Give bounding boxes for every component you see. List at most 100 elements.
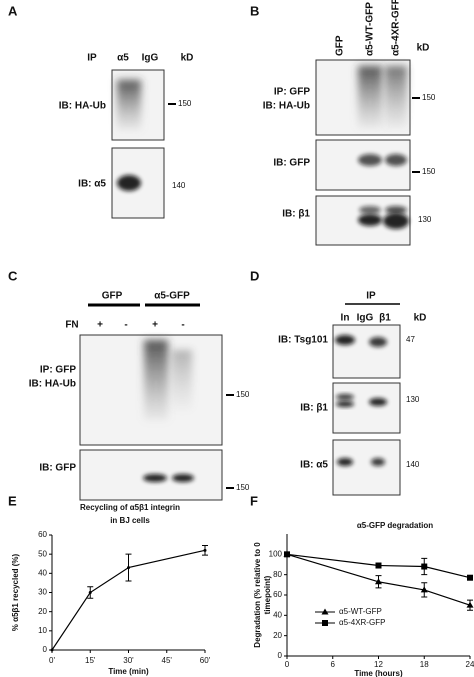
sign: + — [97, 320, 103, 331]
series-line — [286, 553, 471, 606]
panel-letter: C — [8, 268, 18, 283]
column-header: IgG — [142, 53, 159, 64]
marker-label: 150 — [236, 483, 250, 492]
band — [383, 213, 409, 229]
band — [172, 474, 194, 482]
band — [335, 335, 355, 345]
row-label: IB: GFP — [273, 158, 310, 169]
smear — [172, 350, 192, 410]
x-tick-label: 0 — [285, 660, 290, 669]
marker — [466, 601, 474, 608]
row-label: IB: GFP — [39, 463, 76, 474]
sign: - — [181, 320, 184, 331]
column-header: IP — [87, 53, 97, 64]
chart-title: in BJ cells — [110, 516, 150, 525]
x-tick-label: 45' — [162, 656, 173, 665]
y-axis-label: Degradation (% relative to 0 — [253, 542, 262, 648]
panel-letter: D — [250, 268, 259, 283]
lane-label: α5-WT-GFP — [365, 2, 376, 56]
y-tick-label: 80 — [273, 570, 282, 579]
y-tick-label: 20 — [273, 631, 282, 640]
series-line — [51, 549, 206, 651]
smear — [144, 340, 168, 420]
marker — [321, 608, 329, 615]
chart-title: α5-GFP degradation — [357, 521, 433, 530]
y-tick-label: 10 — [38, 626, 47, 635]
y-tick-label: 20 — [38, 607, 47, 616]
row-label: IP: GFP — [40, 365, 76, 376]
marker — [467, 574, 473, 581]
chart-title: Recycling of α5β1 integrin — [80, 503, 180, 512]
y-tick-label: 60 — [38, 530, 47, 539]
band — [143, 474, 167, 482]
column-header: kD — [181, 53, 194, 64]
band — [385, 206, 407, 214]
sign: + — [152, 320, 158, 331]
marker — [50, 648, 54, 652]
marker — [127, 566, 130, 570]
column-header: α5 — [117, 53, 129, 64]
marker — [322, 620, 328, 626]
x-tick-label: 0' — [49, 656, 55, 665]
marker-label: 150 — [236, 390, 250, 399]
panel-letter: B — [250, 3, 259, 18]
y-tick-label: 30 — [38, 588, 47, 597]
marker-label: 130 — [406, 395, 420, 404]
x-tick-label: 18 — [420, 660, 429, 669]
blot — [332, 324, 401, 379]
marker-label: 140 — [172, 181, 186, 190]
y-tick-label: 40 — [38, 568, 47, 577]
panel-letter: A — [8, 3, 18, 18]
marker-label: 150 — [422, 93, 436, 102]
band — [117, 175, 141, 191]
x-tick-label: 12 — [374, 660, 383, 669]
marker — [88, 591, 92, 594]
y-tick-label: 40 — [273, 610, 282, 619]
x-tick-label: 24 — [466, 660, 474, 669]
y-tick-label: 50 — [38, 549, 47, 558]
panel-letter: F — [250, 493, 258, 508]
x-tick-label: 6 — [331, 660, 336, 669]
band — [359, 206, 381, 214]
marker-label: 150 — [178, 99, 192, 108]
marker — [203, 548, 207, 552]
marker-label: 140 — [406, 460, 420, 469]
marker — [421, 563, 428, 570]
row-label: IB: β1 — [300, 403, 328, 414]
lane-label: β1 — [379, 313, 391, 324]
marker-label: 130 — [418, 215, 432, 224]
panel-letter: E — [8, 493, 17, 508]
unit-label: kD — [417, 43, 430, 54]
y-axis-label: timepoint) — [263, 575, 272, 614]
band — [358, 154, 382, 166]
row-label: IB: α5 — [78, 179, 106, 190]
band — [336, 394, 354, 400]
band — [358, 214, 382, 226]
blot — [332, 382, 401, 434]
row-label: IB: HA-Ub — [59, 101, 106, 112]
x-axis-label: Time (hours) — [354, 669, 403, 677]
sign: - — [124, 320, 127, 331]
y-tick-label: 0 — [278, 651, 283, 660]
unit-label: kD — [414, 313, 427, 324]
marker — [375, 578, 382, 585]
x-axis-label: Time (min) — [108, 667, 149, 676]
row-label: IB: β1 — [282, 209, 310, 220]
band — [337, 458, 353, 466]
x-tick-label: 15' — [85, 656, 96, 665]
legend-label: α5-WT-GFP — [339, 607, 382, 616]
y-axis-label: % α5β1 recycled (%) — [11, 553, 20, 631]
marker-label: 150 — [422, 167, 436, 176]
y-tick-label: 60 — [273, 590, 282, 599]
row-label: IB: α5 — [300, 460, 328, 471]
treatment-label: FN — [65, 320, 78, 331]
marker-label: 47 — [406, 335, 415, 344]
band — [369, 398, 387, 406]
marker — [284, 551, 290, 558]
band — [371, 458, 385, 466]
group-label: GFP — [102, 291, 123, 302]
x-tick-label: 30' — [123, 656, 134, 665]
lane-label: IgG — [357, 313, 374, 324]
